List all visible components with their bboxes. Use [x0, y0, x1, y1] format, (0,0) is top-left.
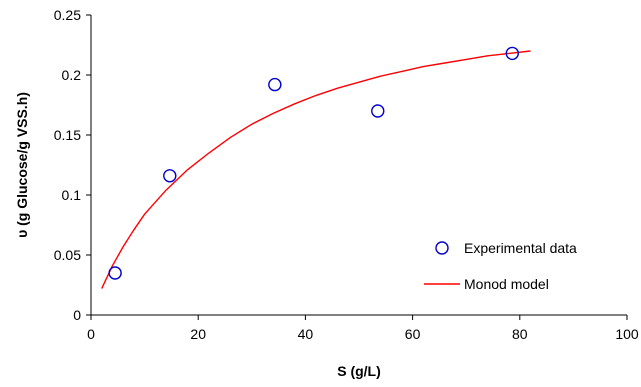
monod-model-line [101, 50, 531, 289]
legend: Experimental data Monod model [424, 240, 577, 292]
y-tick-label: 0 [73, 307, 81, 323]
x-tick-label: 20 [190, 326, 206, 342]
x-axis-ticks: 0 20 40 60 80 100 [87, 315, 639, 342]
data-point [505, 46, 519, 61]
x-axis-title: S (g/L) [337, 363, 381, 379]
y-tick-label: 0.1 [62, 187, 82, 203]
experimental-data-series [108, 46, 519, 280]
legend-marker-experimental-data [435, 241, 449, 255]
data-point [108, 266, 122, 280]
x-tick-label: 40 [298, 326, 314, 342]
data-point [371, 104, 385, 118]
y-tick-label: 0.05 [54, 247, 81, 263]
y-tick-label: 0.15 [54, 127, 81, 143]
y-tick-label: 0.2 [62, 67, 82, 83]
legend-label-monod-model: Monod model [464, 276, 549, 292]
data-point [268, 77, 282, 92]
x-tick-label: 100 [615, 326, 639, 342]
y-axis-ticks: 0 0.05 0.1 0.15 0.2 0.25 [54, 7, 91, 323]
legend-label-experimental-data: Experimental data [464, 240, 577, 256]
x-tick-label: 60 [405, 326, 421, 342]
data-point [163, 169, 177, 183]
y-axis-title: υ (g Glucose/g VSS.h) [14, 92, 30, 238]
x-tick-label: 80 [512, 326, 528, 342]
plot-area [90, 15, 627, 316]
x-tick-label: 0 [87, 326, 95, 342]
y-tick-label: 0.25 [54, 7, 81, 23]
monod-model-series [101, 50, 531, 289]
